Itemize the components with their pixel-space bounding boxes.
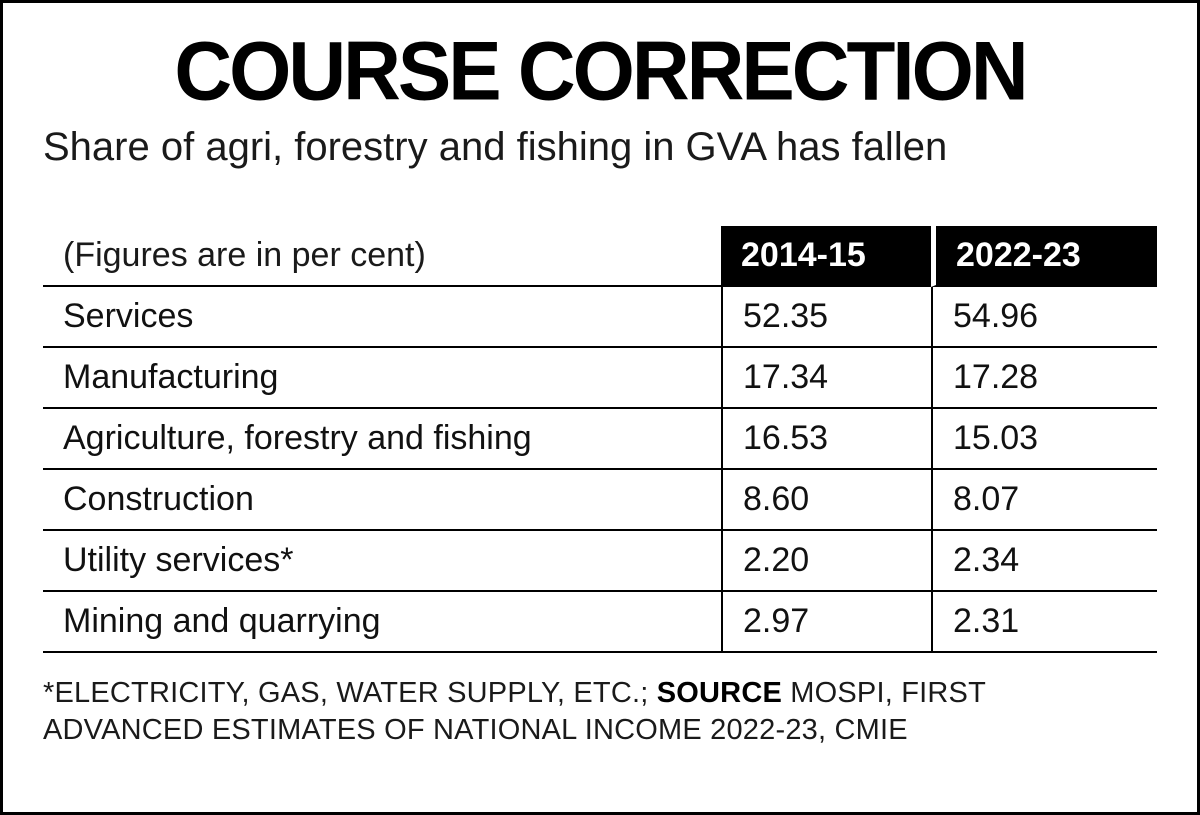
row-label: Agriculture, forestry and fishing	[43, 409, 721, 470]
footnote-text: *ELECTRICITY, GAS, WATER SUPPLY, ETC.;	[43, 676, 657, 709]
page-title: COURSE CORRECTION	[174, 24, 1028, 118]
row-value-2022-23: 54.96	[931, 286, 1157, 348]
row-label: Manufacturing	[43, 348, 721, 409]
table-header-row: (Figures are in per cent) 2014-15 2022-2…	[43, 225, 1157, 287]
data-table: (Figures are in per cent) 2014-15 2022-2…	[43, 225, 1157, 653]
table-row: Utility services* 2.20 2.34	[43, 530, 1157, 592]
table-row: Services 52.35 54.96	[43, 286, 1157, 348]
row-value-2014-15: 17.34	[721, 347, 931, 409]
row-label: Services	[43, 287, 721, 348]
table-row: Mining and quarrying 2.97 2.31	[43, 591, 1157, 653]
row-label: Mining and quarrying	[43, 592, 721, 653]
row-value-2014-15: 2.97	[721, 591, 931, 653]
column-header-2022-23: 2022-23	[931, 225, 1157, 287]
row-value-2014-15: 2.20	[721, 530, 931, 592]
row-value-2022-23: 8.07	[931, 469, 1157, 531]
table-row: Manufacturing 17.34 17.28	[43, 347, 1157, 409]
unit-note: (Figures are in per cent)	[43, 226, 721, 287]
row-value-2022-23: 17.28	[931, 347, 1157, 409]
page-subtitle: Share of agri, forestry and fishing in G…	[43, 124, 948, 169]
column-header-2014-15: 2014-15	[721, 225, 931, 287]
row-value-2022-23: 2.31	[931, 591, 1157, 653]
source-label: SOURCE	[656, 676, 783, 709]
footnote-and-source: *ELECTRICITY, GAS, WATER SUPPLY, ETC.; S…	[43, 675, 1083, 749]
row-value-2014-15: 16.53	[721, 408, 931, 470]
row-value-2014-15: 8.60	[721, 469, 931, 531]
row-label: Construction	[43, 470, 721, 531]
source-text: MOSPI, FIRST ADVANCED ESTIMATES OF NATIO…	[43, 676, 986, 746]
row-value-2014-15: 52.35	[721, 286, 931, 348]
row-value-2022-23: 2.34	[931, 530, 1157, 592]
row-label: Utility services*	[43, 531, 721, 592]
table-row: Construction 8.60 8.07	[43, 469, 1157, 531]
table-row: Agriculture, forestry and fishing 16.53 …	[43, 408, 1157, 470]
row-value-2022-23: 15.03	[931, 408, 1157, 470]
